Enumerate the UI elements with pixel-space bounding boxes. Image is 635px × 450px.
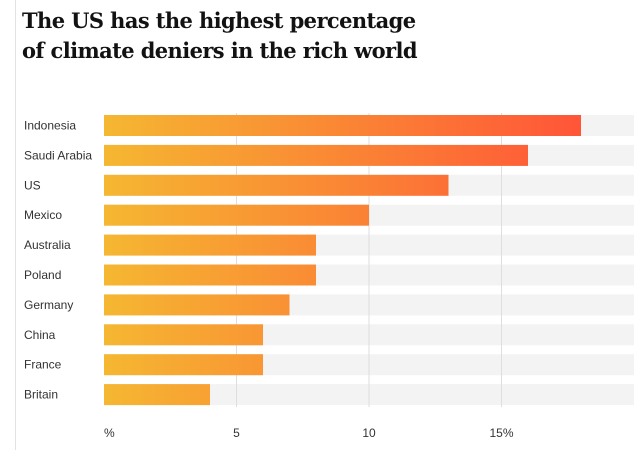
category-label: Britain	[24, 388, 58, 402]
x-tick-label: 15%	[489, 426, 513, 440]
left-border-line	[15, 0, 16, 450]
bar-mexico	[104, 204, 369, 226]
bar-britain	[104, 384, 210, 406]
category-label: France	[24, 358, 62, 372]
category-label: Australia	[24, 238, 71, 252]
bar-australia	[104, 234, 316, 256]
category-label: Poland	[24, 268, 61, 282]
chart-title-line-1: The US has the highest percentage	[22, 8, 416, 33]
bar-germany	[104, 294, 290, 316]
bar-france	[104, 354, 263, 376]
category-label: Saudi Arabia	[24, 148, 92, 162]
category-label: Indonesia	[24, 119, 76, 133]
bar-us	[104, 174, 449, 196]
bar-indonesia	[104, 115, 581, 136]
x-tick-label: 5	[233, 426, 240, 440]
category-label: Germany	[24, 298, 73, 312]
category-label: US	[24, 178, 41, 192]
category-label: China	[24, 328, 56, 342]
x-tick-label: %	[104, 426, 115, 440]
chart-title-line-2: of climate deniers in the rich world	[22, 38, 418, 63]
bar-china	[104, 324, 263, 346]
bar-saudi-arabia	[104, 144, 528, 166]
category-label: Mexico	[24, 208, 62, 222]
x-tick-label: 10	[362, 426, 376, 440]
bar-poland	[104, 264, 316, 286]
chart-title: The US has the highest percentage of cli…	[22, 6, 442, 66]
